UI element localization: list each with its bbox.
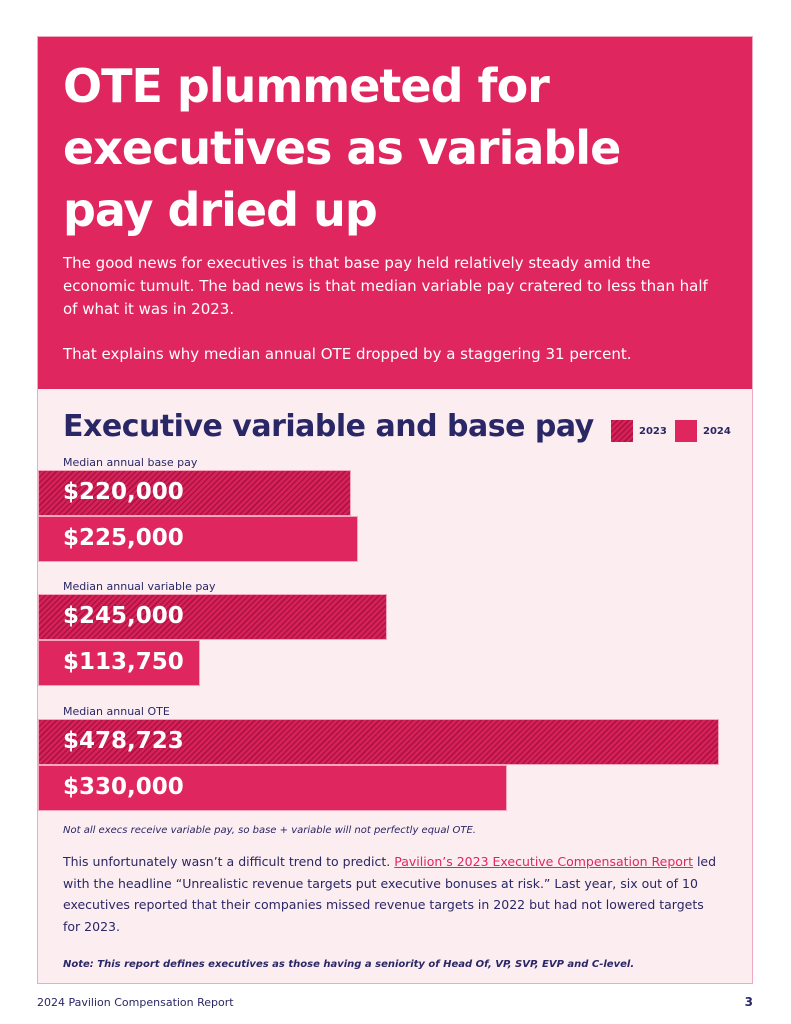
bar-2024: $330,000 — [38, 765, 507, 811]
chart-title: Executive variable and base pay — [63, 409, 594, 444]
legend-label-2023: 2023 — [639, 425, 667, 437]
legend-item-2024: 2024 — [675, 420, 731, 442]
body-text-end: led with the headline “Unrealistic reven… — [63, 854, 717, 934]
bar-value-label: $478,723 — [63, 728, 184, 754]
group-label: Median annual variable pay — [63, 580, 216, 593]
legend-swatch-2024 — [675, 420, 697, 442]
bar-value-label: $330,000 — [63, 774, 184, 800]
summary-paragraph: That explains why median annual OTE drop… — [63, 345, 632, 363]
body-text-start: This unfortunately wasn’t a difficult tr… — [63, 854, 395, 869]
page-frame: OTE plummeted for executives as variable… — [37, 36, 753, 984]
bar-value-label: $225,000 — [63, 525, 184, 551]
hero-banner: OTE plummeted for executives as variable… — [38, 37, 752, 389]
bar-value-label: $220,000 — [63, 479, 184, 505]
legend-item-2023: 2023 — [611, 420, 667, 442]
bar-value-label: $113,750 — [63, 649, 184, 675]
page-title: OTE plummeted for executives as variable… — [63, 59, 621, 237]
definition-note: Note: This report defines executives as … — [63, 959, 635, 970]
report-link[interactable]: Pavilion’s 2023 Executive Compensation R… — [394, 854, 693, 869]
chart-footnote: Not all execs receive variable pay, so b… — [63, 825, 476, 836]
bar-2024: $225,000 — [38, 516, 358, 562]
footer-page-number: 3 — [744, 995, 753, 1009]
bar-2023: $245,000 — [38, 594, 387, 640]
bar-value-label: $245,000 — [63, 603, 184, 629]
intro-paragraph: The good news for executives is that bas… — [63, 254, 708, 318]
legend-swatch-2023 — [611, 420, 633, 442]
body-paragraph: This unfortunately wasn’t a difficult tr… — [63, 851, 723, 937]
bar-2023: $478,723 — [38, 719, 719, 765]
group-label: Median annual base pay — [63, 456, 198, 469]
group-label: Median annual OTE — [63, 705, 170, 718]
footer-report-name: 2024 Pavilion Compensation Report — [37, 996, 234, 1009]
legend-label-2024: 2024 — [703, 425, 731, 437]
bar-2024: $113,750 — [38, 640, 200, 686]
bar-2023: $220,000 — [38, 470, 351, 516]
